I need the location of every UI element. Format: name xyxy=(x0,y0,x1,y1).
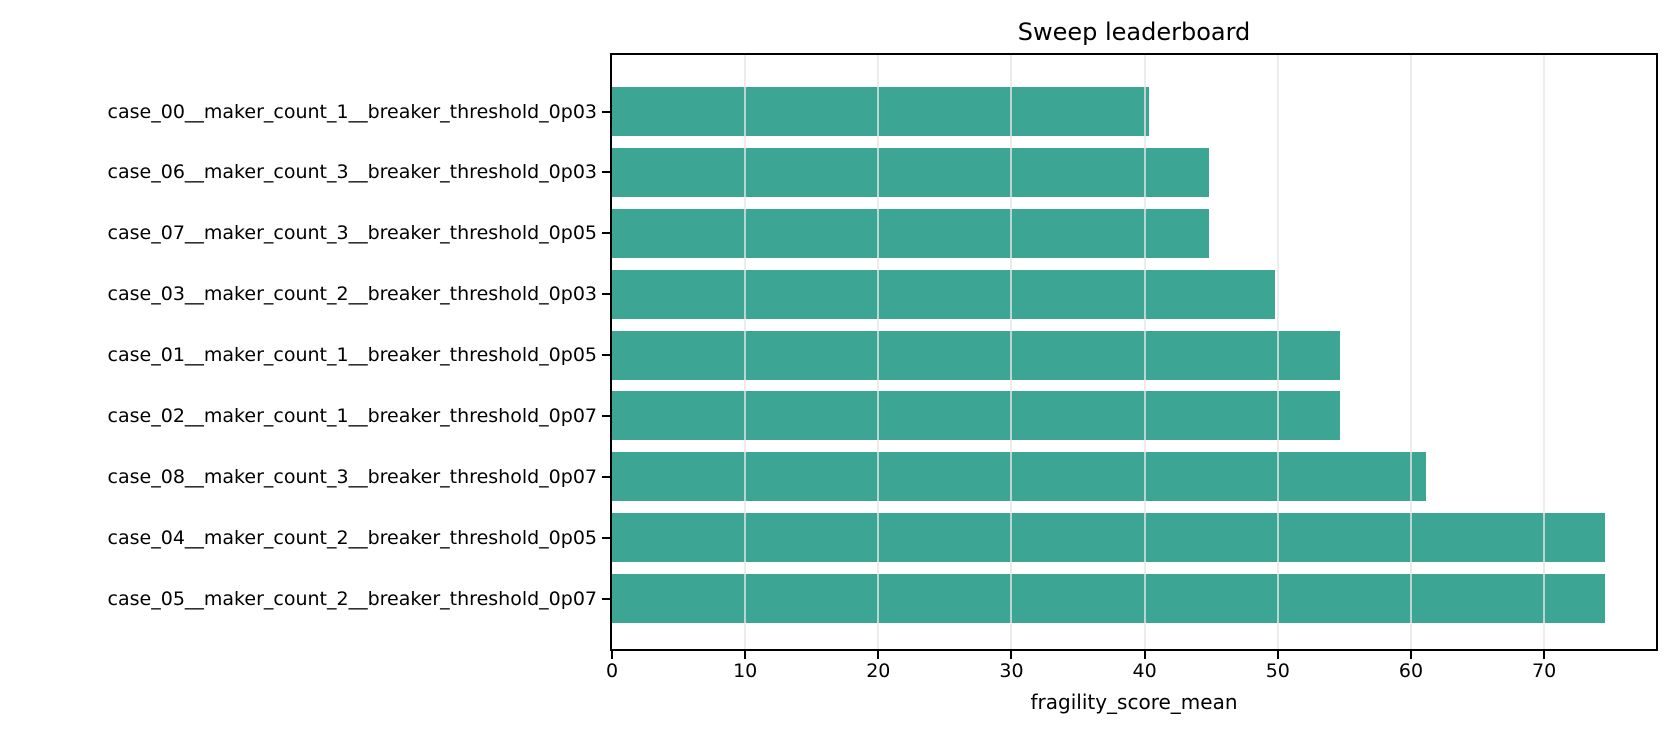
xtick-label: 60 xyxy=(1398,660,1424,682)
ytick-mark xyxy=(602,414,610,417)
ytick-mark xyxy=(602,475,610,478)
bar-case_05__maker_count_2__breaker_threshold_0p07 xyxy=(612,574,1606,624)
plot-area xyxy=(610,53,1658,651)
ytick-label: case_03__maker_count_2__breaker_threshol… xyxy=(107,283,597,306)
xtick-mark xyxy=(877,651,880,659)
ytick-mark xyxy=(602,110,610,113)
bar-case_04__maker_count_2__breaker_threshold_0p05 xyxy=(612,513,1606,563)
ytick-label: case_04__maker_count_2__breaker_threshol… xyxy=(107,526,597,549)
ytick-mark xyxy=(602,354,610,357)
xtick-label: 50 xyxy=(1265,660,1290,682)
bars-layer xyxy=(612,55,1656,649)
ytick-mark xyxy=(602,597,610,600)
ytick-label: case_01__maker_count_1__breaker_threshol… xyxy=(107,344,597,367)
xtick-label: 70 xyxy=(1532,660,1557,682)
xtick-label: 30 xyxy=(999,660,1024,682)
xtick-mark xyxy=(744,651,747,659)
xtick-mark xyxy=(1543,651,1546,659)
ytick-label: case_00__maker_count_1__breaker_threshol… xyxy=(107,100,597,123)
ytick-mark xyxy=(602,293,610,296)
bar-case_02__maker_count_1__breaker_threshold_0p07 xyxy=(612,391,1341,441)
ytick-label: case_02__maker_count_1__breaker_threshol… xyxy=(107,404,597,427)
ytick-label: case_08__maker_count_3__breaker_threshol… xyxy=(107,465,597,488)
ytick-mark xyxy=(602,232,610,235)
bar-case_00__maker_count_1__breaker_threshold_0p03 xyxy=(612,87,1149,137)
chart-title: Sweep leaderboard xyxy=(1017,18,1251,46)
xtick-mark xyxy=(1276,651,1279,659)
bar-case_03__maker_count_2__breaker_threshold_0p03 xyxy=(612,269,1276,319)
xtick-label: 0 xyxy=(605,660,619,682)
ytick-mark xyxy=(602,536,610,539)
ytick-label: case_06__maker_count_3__breaker_threshol… xyxy=(107,161,597,184)
bar-case_06__maker_count_3__breaker_threshold_0p03 xyxy=(612,147,1209,197)
bar-case_08__maker_count_3__breaker_threshold_0p07 xyxy=(612,452,1426,502)
xtick-label: 40 xyxy=(1132,660,1157,682)
ytick-label: case_05__maker_count_2__breaker_threshol… xyxy=(107,587,597,610)
ytick-label: case_07__maker_count_3__breaker_threshol… xyxy=(107,222,597,245)
xtick-mark xyxy=(1010,651,1013,659)
x-axis-label: fragility_score_mean xyxy=(1030,690,1238,714)
xtick-mark xyxy=(611,651,613,659)
xtick-label: 10 xyxy=(733,660,758,682)
xtick-mark xyxy=(1409,651,1412,659)
bar-case_07__maker_count_3__breaker_threshold_0p05 xyxy=(612,208,1209,258)
ytick-mark xyxy=(602,171,610,174)
bar-case_01__maker_count_1__breaker_threshold_0p05 xyxy=(612,330,1341,380)
xtick-label: 20 xyxy=(866,660,891,682)
xtick-mark xyxy=(1143,651,1146,659)
